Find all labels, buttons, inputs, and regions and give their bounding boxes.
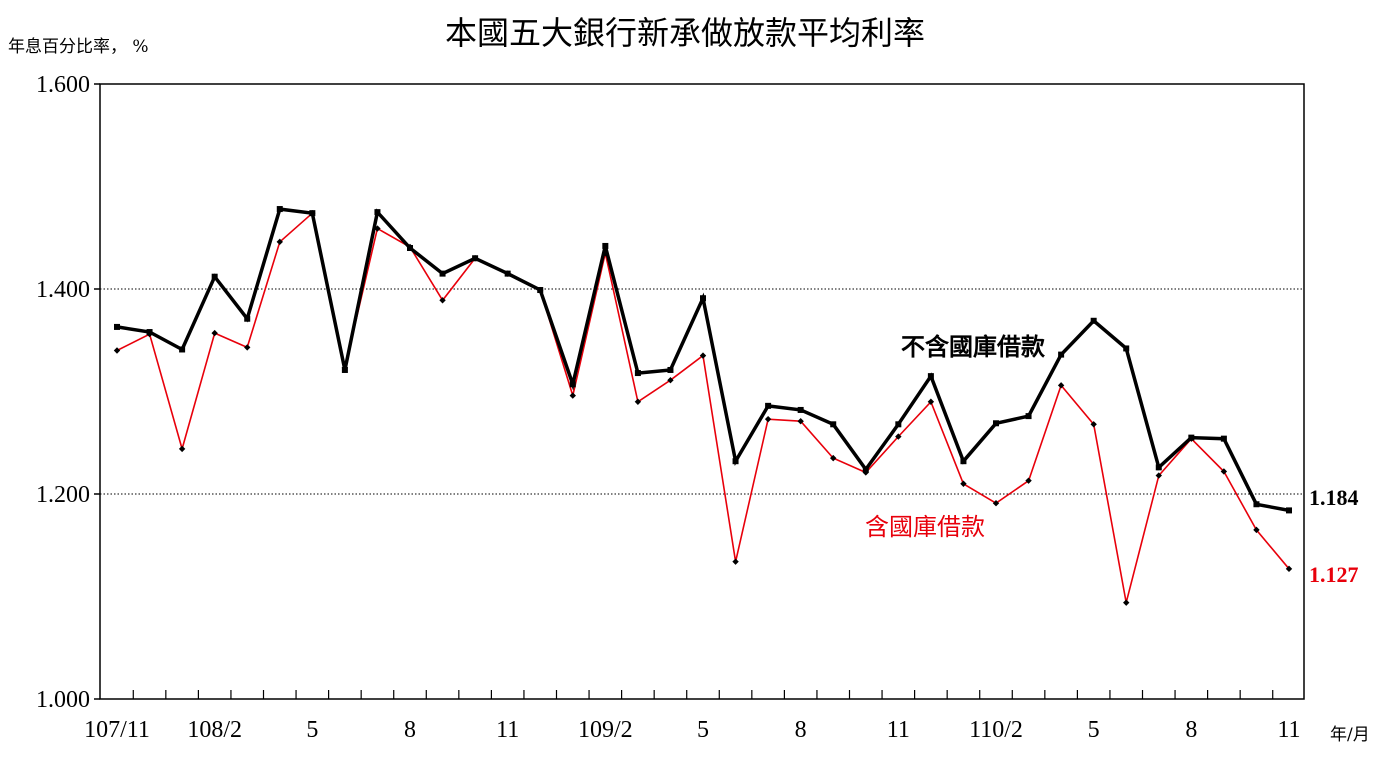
data-point [927, 398, 935, 405]
data-point [1058, 351, 1065, 358]
data-point [895, 433, 902, 440]
data-point [211, 273, 218, 280]
x-tick-label: 5 [697, 717, 709, 743]
data-point [732, 458, 739, 465]
data-point [211, 329, 218, 337]
x-tick-label: 5 [306, 717, 318, 743]
data-point [862, 469, 869, 476]
data-point [1057, 382, 1065, 389]
data-point [732, 558, 739, 565]
data-point [797, 406, 804, 413]
end-value-excluding-treasury: 1.184 [1309, 485, 1359, 510]
data-point [146, 329, 153, 336]
data-point [178, 445, 186, 453]
y-tick-label: 1.200 [36, 482, 90, 508]
data-point [764, 415, 772, 423]
data-point [569, 381, 576, 388]
y-tick-label: 1.000 [36, 687, 90, 713]
data-point [374, 209, 381, 216]
x-tick-label: 8 [1185, 717, 1197, 743]
data-point [830, 421, 837, 428]
data-point [1253, 526, 1260, 534]
series-including-treasury [113, 209, 1293, 606]
data-point [1220, 468, 1228, 475]
data-point [1090, 421, 1097, 428]
data-point [113, 347, 121, 354]
data-point [472, 255, 479, 262]
data-point [797, 418, 804, 425]
y-tick-label: 1.600 [36, 72, 90, 98]
series-excluding-treasury [114, 206, 1292, 514]
data-point [602, 242, 609, 249]
x-axis-ticks: 107/11 108/2 5 8 11 109/2 5 8 11 110/2 5 8 11 [84, 690, 1301, 743]
data-point [1155, 464, 1162, 471]
plot-frame [99, 83, 1305, 700]
x-tick-label: 110/2 [969, 717, 1023, 743]
series-label-including-treasury: 含國庫借款 [865, 513, 985, 541]
data-point [244, 315, 251, 322]
data-point [1025, 413, 1032, 420]
data-point [830, 454, 837, 462]
x-tick-label: 11 [887, 717, 910, 743]
data-point [1123, 345, 1130, 352]
data-point [276, 238, 283, 246]
data-point [992, 500, 1000, 507]
data-point [504, 270, 511, 277]
gridlines [100, 288, 1304, 495]
x-tick-label: 8 [795, 717, 807, 743]
series-group [113, 206, 1293, 606]
data-point [960, 480, 967, 487]
data-point [1025, 477, 1032, 484]
data-point [1155, 472, 1162, 479]
data-point [1220, 435, 1227, 442]
data-point [537, 287, 544, 294]
x-tick-label: 107/11 [84, 717, 150, 743]
data-point [993, 420, 999, 427]
data-point [634, 370, 641, 377]
x-tick-label: 11 [1277, 717, 1300, 743]
data-point [699, 352, 707, 359]
data-point [1188, 434, 1195, 441]
data-point [667, 377, 674, 384]
data-point [309, 210, 316, 217]
data-point [960, 458, 967, 465]
data-point [634, 398, 642, 405]
data-point [407, 245, 413, 251]
series-line [116, 211, 1290, 603]
data-point [895, 421, 902, 428]
y-axis-label: 年息百分比率， % [8, 37, 149, 57]
data-point [114, 323, 120, 330]
data-point [1253, 501, 1260, 508]
data-point [439, 270, 446, 277]
chart-title: 本國五大銀行新承做放款平均利率 [445, 14, 925, 52]
data-point [244, 344, 251, 351]
y-axis-ticks: 1.000 1.200 1.400 1.600 [36, 72, 100, 713]
data-point [569, 392, 576, 399]
data-point [667, 366, 674, 373]
data-point [1286, 507, 1292, 514]
x-tick-label: 8 [404, 717, 416, 743]
y-tick-label: 1.400 [36, 277, 90, 303]
data-point [765, 402, 772, 409]
data-point [341, 366, 348, 373]
x-tick-label: 108/2 [187, 717, 242, 743]
x-tick-label: 5 [1088, 717, 1100, 743]
data-point [1090, 317, 1097, 324]
data-point [700, 295, 706, 302]
data-point [1285, 565, 1293, 573]
data-point [276, 206, 283, 213]
data-point [179, 346, 186, 353]
data-point [862, 466, 869, 473]
data-point [1123, 599, 1130, 606]
end-value-including-treasury: 1.127 [1309, 562, 1359, 587]
data-point [439, 297, 446, 304]
series-label-excluding-treasury: 不含國庫借款 [901, 332, 1046, 361]
data-point [927, 373, 934, 380]
x-axis-label: 年/月 [1330, 725, 1370, 745]
x-tick-label: 11 [496, 717, 519, 743]
x-tick-label: 109/2 [578, 717, 633, 743]
